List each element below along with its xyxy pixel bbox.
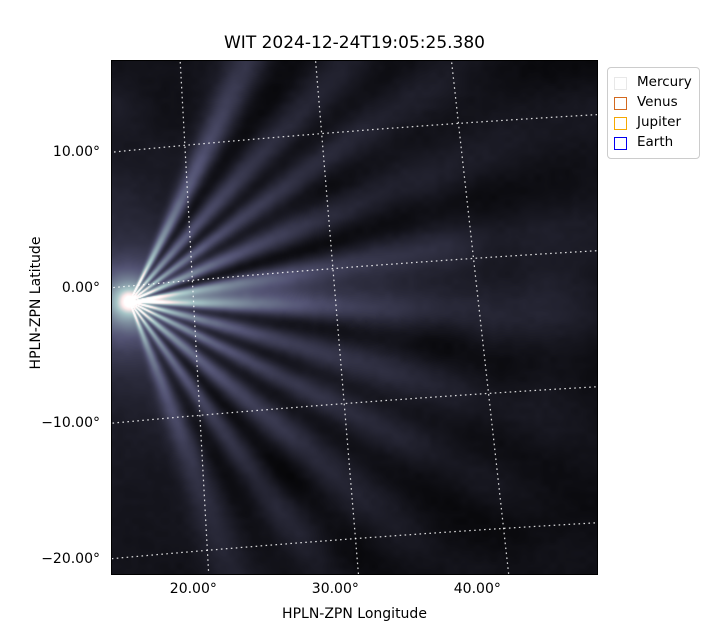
image-data — [112, 61, 597, 574]
x-tick-top — [336, 60, 337, 61]
legend-item-venus[interactable]: Venus — [614, 93, 692, 113]
x-tick — [478, 574, 479, 575]
legend-marker-icon — [614, 76, 627, 90]
x-tick-top — [478, 60, 479, 61]
legend-item-earth[interactable]: Earth — [614, 133, 692, 153]
y-tick — [111, 289, 112, 290]
grid-meridian — [314, 61, 360, 574]
legend-item-mercury[interactable]: Mercury — [614, 73, 692, 93]
plot-area — [111, 60, 598, 575]
legend-marker-icon — [614, 116, 627, 130]
legend: Mercury Venus Jupiter Earth — [607, 67, 700, 159]
chart-title: WIT 2024-12-24T19:05:25.380 — [224, 33, 485, 53]
legend-label: Venus — [637, 94, 678, 111]
y-tick-label: −10.00° — [41, 415, 100, 432]
x-tick — [336, 574, 337, 575]
legend-label: Jupiter — [637, 114, 682, 131]
legend-label: Earth — [637, 134, 674, 151]
legend-label: Mercury — [637, 74, 692, 91]
y-axis-label: HPLN-ZPN Latitude — [28, 236, 44, 370]
grid-parallel — [112, 114, 597, 153]
y-tick — [111, 560, 112, 561]
grid-parallel — [112, 386, 597, 424]
legend-item-jupiter[interactable]: Jupiter — [614, 113, 692, 133]
y-tick — [111, 424, 112, 425]
grid-parallel — [112, 522, 597, 560]
y-tick-label: 0.00° — [61, 279, 100, 296]
x-tick-top — [194, 60, 195, 61]
y-tick — [111, 153, 112, 154]
y-tick-label: 10.00° — [52, 144, 100, 161]
grid-meridian — [179, 61, 210, 574]
grid-meridian — [450, 61, 510, 574]
x-tick — [194, 574, 195, 575]
x-tick-label: 30.00° — [311, 581, 359, 597]
y-tick-label: −20.00° — [41, 550, 100, 567]
x-axis-label: HPLN-ZPN Longitude — [282, 606, 427, 622]
grid-parallel — [112, 250, 597, 289]
x-tick-label: 40.00° — [453, 581, 501, 597]
legend-marker-icon — [614, 96, 627, 110]
legend-marker-icon — [614, 136, 627, 150]
x-tick-label: 20.00° — [169, 581, 217, 597]
coordinate-grid — [112, 61, 597, 574]
